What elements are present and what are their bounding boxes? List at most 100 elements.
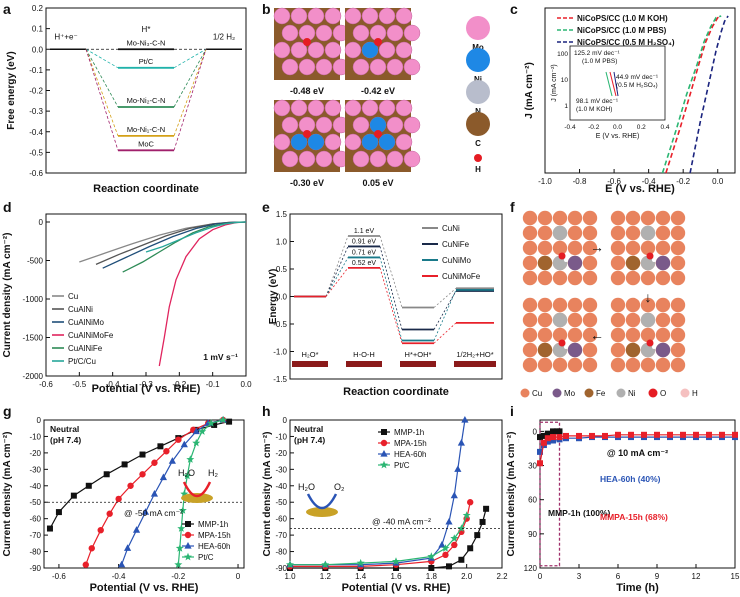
reaction-reactant: H₂O xyxy=(298,482,315,492)
inset-annotation: (1.0 M KOH) xyxy=(576,106,612,113)
y-axis-label: Current density (mA cm⁻²) xyxy=(2,432,13,557)
panel-letter-f: f xyxy=(510,199,515,215)
data-point-2 xyxy=(540,439,547,446)
data-point-0 xyxy=(121,461,128,468)
barrier-label-0: 1.1 eV xyxy=(354,228,375,235)
mo-atom xyxy=(273,7,291,25)
cu-atom xyxy=(625,270,641,286)
panel-letter-a: a xyxy=(3,1,11,17)
state-label-1: H-O-H xyxy=(353,350,375,359)
y-tick-label: -40 xyxy=(275,482,287,491)
y-tick-label: -10 xyxy=(275,432,287,441)
legend-swatch-0 xyxy=(520,388,530,398)
data-point-3 xyxy=(450,534,459,542)
y-tick-label: 0 xyxy=(533,427,538,436)
state-label-right: 1/2 H₂ xyxy=(213,32,235,41)
mo-atom xyxy=(324,99,342,117)
data-point-0 xyxy=(226,418,233,425)
connector xyxy=(173,48,207,69)
cu-atom xyxy=(537,210,553,226)
cu-atom xyxy=(582,240,598,256)
legend-label-0: Cu xyxy=(532,389,542,398)
y-tick-label: 1.5 xyxy=(276,210,288,219)
level-label-3: Mo-Ni₁-C-N xyxy=(127,125,165,134)
cu-atom xyxy=(582,357,598,373)
legend-label-1: Ni xyxy=(474,75,482,84)
series-5 xyxy=(145,221,247,253)
cu-atom xyxy=(670,342,686,358)
y-tick-label: 60 xyxy=(528,496,537,505)
cu-atom xyxy=(522,357,538,373)
cu-atom xyxy=(610,255,626,271)
connector xyxy=(85,49,119,151)
x-tick-label: 1.0 xyxy=(284,572,296,581)
data-point-3 xyxy=(180,489,189,498)
h-atom xyxy=(303,130,311,138)
ni-atom xyxy=(362,134,378,150)
cu-atom xyxy=(567,312,583,328)
mo-atom xyxy=(567,255,583,271)
data-point-0 xyxy=(70,492,77,499)
x-tick-label: -0.6 xyxy=(52,572,66,581)
mo-atom xyxy=(386,150,404,168)
y-tick-label: -70 xyxy=(29,531,41,540)
data-point-1 xyxy=(540,432,547,439)
x-tick-label: -0.2 xyxy=(676,177,690,186)
panel-g: -0.6 -0.4 -0.2 0 0 -10 -20 -30 -40 -50 -60 -70 -80 -9… xyxy=(2,415,245,594)
cu-atom xyxy=(552,327,568,343)
y-tick-label: -60 xyxy=(29,515,41,524)
panel-d: -0.6 -0.5 -0.4 -0.3 -0.2 -0.1 0.0 0 -500 -1000 -15… xyxy=(2,213,252,395)
cu-atom xyxy=(655,297,671,313)
cu-atom xyxy=(552,240,568,256)
annotation: @ 10 mA cm⁻² xyxy=(607,448,668,458)
legend-label-0: CuNi xyxy=(442,224,460,233)
plot-frame xyxy=(544,7,736,174)
data-point-3 xyxy=(183,471,192,480)
data-point-0 xyxy=(211,421,218,428)
connector xyxy=(379,257,403,341)
panel-letter-g: g xyxy=(3,403,12,419)
cu-atom xyxy=(610,225,626,241)
legend-swatch-1 xyxy=(552,388,562,398)
mo-atom xyxy=(315,58,333,76)
level-label-1: Pt/C xyxy=(139,57,154,66)
cu-atom xyxy=(582,225,598,241)
data-point-2 xyxy=(450,491,458,499)
state-bar-2 xyxy=(400,361,436,367)
cu-atom xyxy=(552,297,568,313)
state-label-0: H₂O* xyxy=(301,350,318,359)
scan-rate-note: 1 mV s⁻¹ xyxy=(203,352,238,362)
o-atom xyxy=(646,339,654,347)
data-point-0 xyxy=(139,451,146,458)
legend-label-1: MPA-15h xyxy=(198,531,231,540)
data-point-0 xyxy=(544,438,551,445)
data-point-3 xyxy=(198,427,207,435)
connector xyxy=(85,49,119,108)
legend-marker-3 xyxy=(184,552,192,561)
data-point-1 xyxy=(467,499,474,506)
data-point-1 xyxy=(556,428,563,435)
cu-atom xyxy=(582,297,598,313)
data-point-2 xyxy=(550,434,556,441)
o-atom xyxy=(646,252,654,260)
mo-atom xyxy=(281,150,299,168)
y-tick-label: 0.5 xyxy=(276,265,288,274)
y-axis-label: Energy (eV) xyxy=(268,269,279,325)
cu-atom xyxy=(625,312,641,328)
arrow-icon: → xyxy=(590,239,604,255)
data-point-2 xyxy=(454,465,462,472)
data-point-0 xyxy=(157,443,164,450)
data-point-0 xyxy=(474,532,481,539)
data-point-0 xyxy=(467,545,474,552)
cu-atom xyxy=(655,210,671,226)
adsorption-energy-3: 0.05 eV xyxy=(362,178,393,188)
data-point-1 xyxy=(139,471,146,478)
connector xyxy=(85,48,119,69)
data-point-0 xyxy=(46,525,53,532)
cu-atom xyxy=(522,255,538,271)
y-tick-label: -70 xyxy=(275,531,287,540)
mo-atom xyxy=(386,24,404,42)
data-point-2 xyxy=(589,432,595,439)
connector xyxy=(379,235,403,308)
cu-atom xyxy=(655,327,671,343)
